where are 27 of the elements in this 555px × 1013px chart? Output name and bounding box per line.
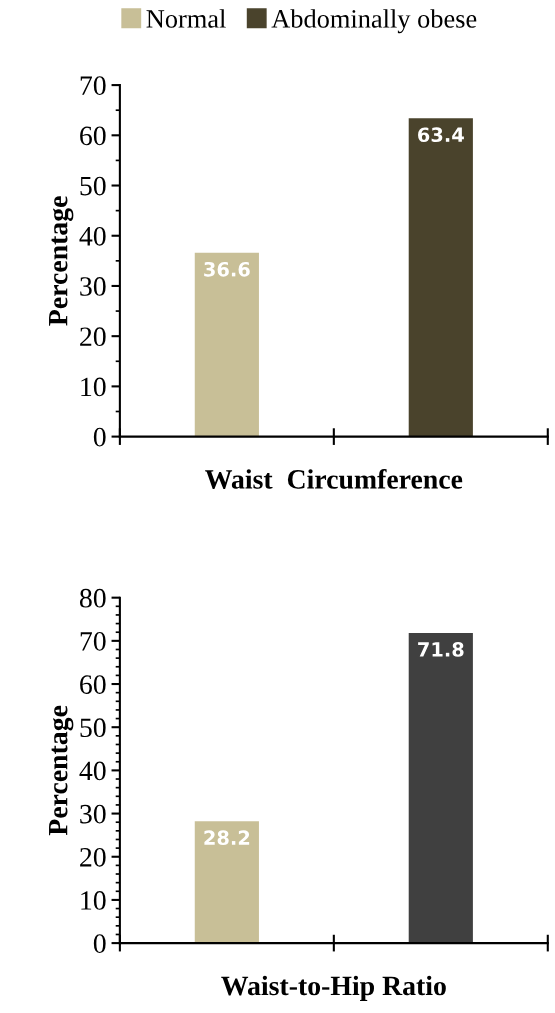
x-axis-title: Waist Circumference <box>205 468 463 489</box>
y-tick-label: 40 <box>79 226 106 246</box>
data-label: 71.8 <box>418 642 464 657</box>
y-axis-title: Percentage <box>49 705 74 836</box>
legend-label: Abdominally obese <box>271 9 477 34</box>
y-tick-label: 10 <box>81 377 106 397</box>
y-tick-label: 20 <box>80 847 106 867</box>
data-label: 36.6 <box>204 261 250 277</box>
x-axis-title: Waist-to-Hip Ratio <box>221 975 446 1001</box>
y-tick-label: 30 <box>80 277 106 296</box>
y-tick-label: 0 <box>93 427 106 447</box>
y-tick-label: 0 <box>93 934 106 954</box>
y-tick-label: 50 <box>80 718 106 738</box>
y-tick-label: 70 <box>80 76 106 95</box>
y-axis-title: Percentage <box>49 196 74 326</box>
y-tick-label: 60 <box>80 126 106 146</box>
data-label: 63.4 <box>418 127 464 143</box>
legend-label: Normal <box>146 9 226 28</box>
y-tick-label: 10 <box>81 891 106 910</box>
y-tick-label: 70 <box>80 632 106 651</box>
y-tick-label: 30 <box>80 804 106 824</box>
y-tick-label: 40 <box>79 761 106 781</box>
y-tick-label: 20 <box>80 327 106 347</box>
y-tick-label: 80 <box>79 588 106 608</box>
data-label: 28.2 <box>204 830 250 846</box>
y-tick-label: 50 <box>80 176 106 196</box>
y-tick-label: 60 <box>80 675 106 694</box>
